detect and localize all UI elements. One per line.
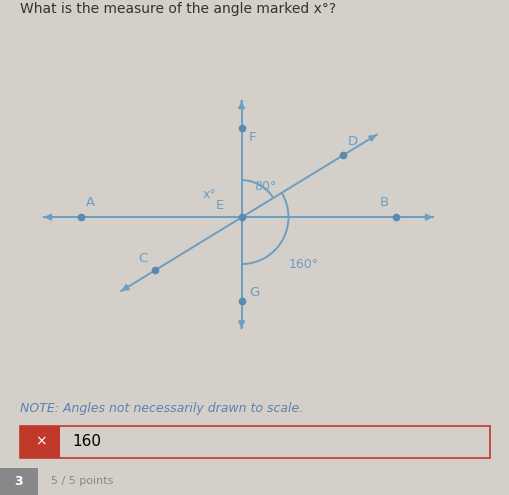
Text: 80°: 80° (253, 180, 276, 193)
Text: What is the measure of the angle marked x°?: What is the measure of the angle marked … (20, 2, 336, 16)
Text: E: E (216, 199, 224, 212)
Text: 160: 160 (72, 434, 101, 449)
Text: B: B (379, 196, 388, 208)
Text: A: A (86, 196, 95, 208)
Text: 3: 3 (15, 475, 23, 488)
Text: G: G (248, 286, 259, 298)
FancyBboxPatch shape (0, 468, 38, 495)
Text: 160°: 160° (288, 257, 318, 271)
Text: NOTE: Angles not necessarily drawn to scale.: NOTE: Angles not necessarily drawn to sc… (20, 402, 303, 415)
Text: 5 / 5 points: 5 / 5 points (51, 476, 113, 487)
FancyBboxPatch shape (20, 426, 60, 458)
Text: ×: × (35, 435, 46, 449)
Text: D: D (347, 135, 357, 148)
Text: x°: x° (202, 189, 216, 201)
Text: C: C (138, 252, 148, 265)
Text: F: F (248, 131, 256, 144)
